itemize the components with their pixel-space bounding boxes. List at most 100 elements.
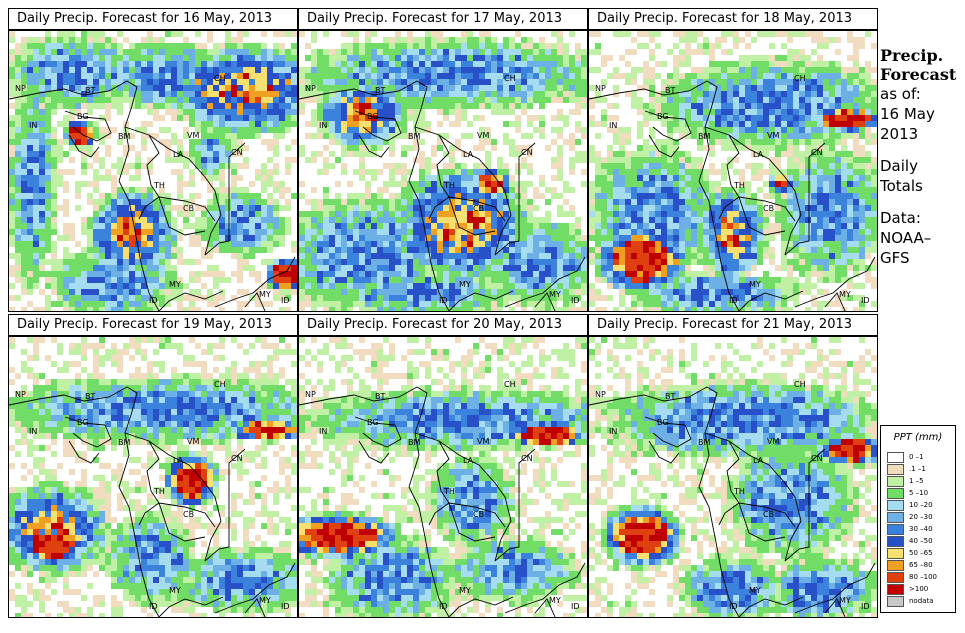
precip-cell	[353, 247, 359, 253]
precip-cell	[655, 169, 661, 175]
precip-cell	[33, 97, 39, 103]
precip-cell	[45, 235, 51, 241]
precip-cell	[607, 103, 613, 109]
precip-cell	[823, 223, 829, 229]
precip-cell	[285, 265, 291, 271]
precip-cell	[21, 283, 27, 289]
precip-cell	[243, 91, 249, 97]
precip-cell	[539, 253, 545, 259]
precip-cell	[171, 115, 177, 121]
precip-cell	[527, 163, 533, 169]
precip-cell	[581, 49, 587, 55]
precip-cell	[401, 121, 407, 127]
precip-cell	[805, 85, 811, 91]
precip-cell	[455, 79, 461, 85]
precip-cell	[601, 97, 607, 103]
precip-cell	[135, 271, 141, 277]
precip-cell	[685, 91, 691, 97]
precip-cell	[75, 109, 81, 115]
precip-cell	[799, 205, 805, 211]
precip-cell	[581, 97, 587, 103]
precip-cell	[865, 157, 871, 163]
precip-cell	[437, 307, 443, 311]
precip-cell	[39, 187, 45, 193]
precip-cell	[285, 31, 291, 37]
precip-cell	[87, 253, 93, 259]
precip-cell	[195, 55, 201, 61]
precip-cell	[413, 253, 419, 259]
precip-cell	[419, 157, 425, 163]
precip-cell	[129, 295, 135, 301]
precip-cell	[317, 247, 323, 253]
precip-cell	[359, 289, 365, 295]
precip-cell	[479, 127, 485, 133]
precip-cell	[213, 151, 219, 157]
precip-cell	[51, 97, 57, 103]
precip-cell	[371, 109, 377, 115]
precip-cell	[859, 199, 865, 205]
precip-cell	[449, 91, 455, 97]
precip-cell	[305, 283, 311, 289]
precip-cell	[443, 109, 449, 115]
precip-cell	[111, 265, 117, 271]
precip-cell	[105, 277, 111, 283]
precip-cell	[305, 229, 311, 235]
precip-cell	[739, 223, 745, 229]
precip-cell	[201, 169, 207, 175]
precip-cell	[853, 175, 859, 181]
precip-cell	[285, 205, 291, 211]
precip-cell	[521, 103, 527, 109]
precip-cell	[799, 49, 805, 55]
precip-cell	[57, 169, 63, 175]
precip-cell	[697, 31, 703, 37]
precip-cell	[739, 73, 745, 79]
precip-cell	[575, 91, 581, 97]
precip-cell	[141, 103, 147, 109]
precip-cell	[383, 199, 389, 205]
precip-cell	[285, 49, 291, 55]
precip-cell	[733, 127, 739, 133]
precip-cell	[425, 31, 431, 37]
precip-cell	[365, 223, 371, 229]
precip-cell	[509, 43, 515, 49]
precip-cell	[575, 85, 581, 91]
precip-cell	[407, 301, 413, 307]
precip-cell	[581, 271, 587, 277]
precip-cell	[503, 223, 509, 229]
precip-cell	[99, 265, 105, 271]
precip-cell	[153, 43, 159, 49]
precip-cell	[613, 175, 619, 181]
precip-cell	[93, 289, 99, 295]
precip-cell	[703, 109, 709, 115]
precip-cell	[15, 199, 21, 205]
precip-cell	[865, 127, 871, 133]
country-label: CH	[504, 74, 516, 83]
precip-cell	[39, 61, 45, 67]
precip-cell	[437, 79, 443, 85]
precip-cell	[123, 241, 129, 247]
precip-cell	[359, 121, 365, 127]
precip-cell	[105, 73, 111, 79]
precip-cell	[781, 145, 787, 151]
precip-cell	[691, 121, 697, 127]
precip-cell	[9, 85, 15, 91]
precip-cell	[455, 241, 461, 247]
precip-cell	[389, 145, 395, 151]
precip-cell	[569, 55, 575, 61]
precip-cell	[9, 61, 15, 67]
precip-cell	[395, 307, 401, 311]
precip-cell	[407, 235, 413, 241]
precip-cell	[165, 109, 171, 115]
precip-cell	[871, 223, 877, 229]
precip-cell	[527, 223, 533, 229]
precip-cell	[105, 115, 111, 121]
precip-cell	[871, 199, 877, 205]
precip-cell	[135, 307, 141, 311]
precip-cell	[661, 193, 667, 199]
precip-cell	[75, 121, 81, 127]
precip-cell	[129, 163, 135, 169]
precip-cell	[569, 91, 575, 97]
precip-cell	[189, 85, 195, 91]
precip-cell	[497, 103, 503, 109]
precip-cell	[177, 157, 183, 163]
